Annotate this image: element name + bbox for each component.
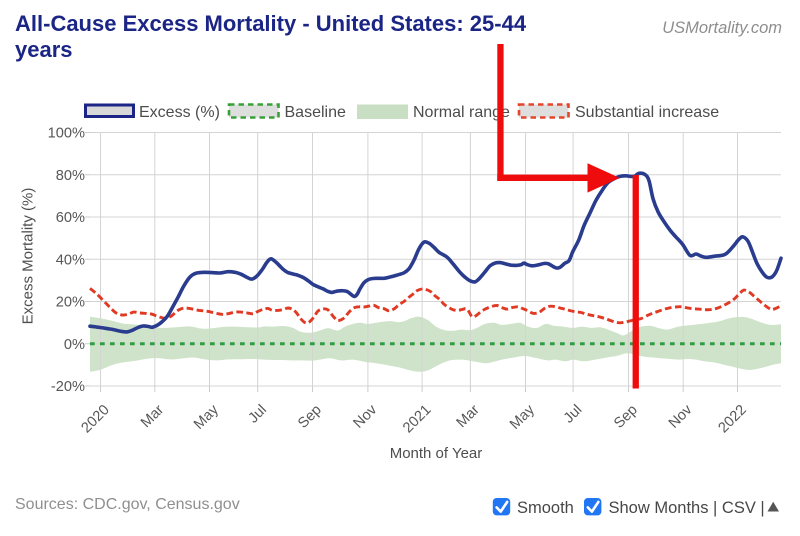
svg-text:Excess (%): Excess (%) bbox=[139, 104, 220, 121]
svg-text:USMortality.com: USMortality.com bbox=[662, 19, 782, 37]
svg-text:Substantial increase: Substantial increase bbox=[575, 104, 719, 121]
svg-text:Sources: CDC.gov, Census.gov: Sources: CDC.gov, Census.gov bbox=[15, 496, 240, 513]
svg-text:Month of Year: Month of Year bbox=[390, 445, 483, 462]
svg-text:Normal range: Normal range bbox=[413, 104, 510, 121]
svg-text:Show Months | CSV |: Show Months | CSV | bbox=[609, 499, 765, 517]
svg-text:-20%: -20% bbox=[51, 379, 85, 395]
svg-text:80%: 80% bbox=[56, 168, 85, 184]
svg-text:100%: 100% bbox=[48, 126, 85, 142]
svg-text:years: years bbox=[15, 37, 73, 62]
svg-text:Excess Mortality (%): Excess Mortality (%) bbox=[20, 188, 37, 325]
svg-text:Baseline: Baseline bbox=[285, 104, 346, 121]
svg-text:40%: 40% bbox=[56, 252, 85, 268]
svg-text:0%: 0% bbox=[64, 337, 85, 353]
svg-text:60%: 60% bbox=[56, 210, 85, 226]
svg-text:20%: 20% bbox=[56, 295, 85, 311]
svg-text:Smooth: Smooth bbox=[517, 499, 574, 517]
svg-text:All-Cause Excess Mortality - U: All-Cause Excess Mortality - United Stat… bbox=[15, 11, 527, 36]
